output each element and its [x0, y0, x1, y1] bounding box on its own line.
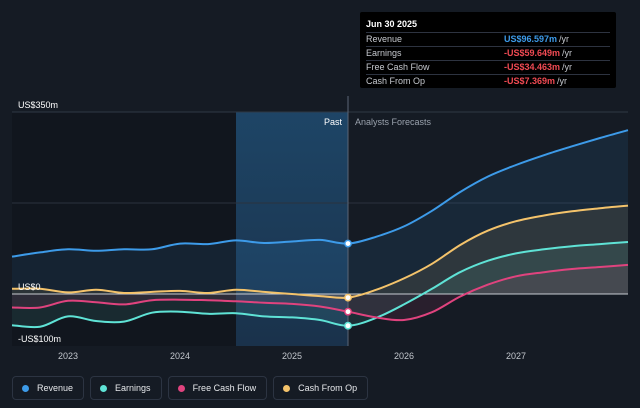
tooltip-row-free-cash-flow: Free Cash Flow -US$34.463m /yr [366, 60, 610, 74]
tooltip-date: Jun 30 2025 [366, 19, 418, 29]
tooltip-row-cash-from-op: Cash From Op -US$7.369m /yr [366, 74, 610, 88]
legend-item-free-cash-flow[interactable]: Free Cash Flow [167, 376, 268, 400]
past-label: Past [324, 117, 343, 127]
series-line-earnings [11, 241, 629, 329]
legend-item-earnings[interactable]: Earnings [90, 376, 162, 400]
legend-label: Cash From Op [298, 383, 358, 393]
series-line-cash-from-op [11, 204, 629, 299]
legend-item-revenue[interactable]: Revenue [12, 376, 85, 400]
marker-earnings [344, 321, 352, 330]
y-tick-label: US$350m [18, 100, 58, 110]
legend-label: Revenue [37, 383, 74, 393]
marker-free-cash-flow [344, 307, 352, 316]
tooltip-row-earnings: Earnings -US$59.649m /yr [366, 46, 610, 60]
series-line-free-cash-flow [11, 263, 629, 322]
tooltip-unit: /yr [562, 48, 573, 58]
tooltip-label: Revenue [366, 34, 403, 44]
series-area-earnings [12, 242, 628, 327]
tooltip: Jun 30 2025 Revenue US$96.597m /yr Earni… [360, 12, 616, 88]
tooltip-label: Cash From Op [366, 76, 426, 86]
x-tick-label: 2026 [394, 351, 414, 361]
series-area-cash-from-op [12, 205, 628, 298]
forecast-label: Analysts Forecasts [355, 117, 432, 127]
x-tick-label: 2024 [170, 351, 190, 361]
y-tick-label: US$0 [18, 282, 41, 292]
tooltip-row-revenue: Revenue US$96.597m /yr [366, 32, 610, 46]
y-tick-label: -US$100m [18, 334, 61, 344]
tooltip-value: -US$34.463m [504, 62, 561, 72]
tooltip-label: Free Cash Flow [366, 62, 430, 72]
legend-dot-icon [22, 384, 29, 392]
series-area-revenue [12, 130, 628, 294]
legend-label: Earnings [115, 383, 151, 393]
tooltip-unit: /yr [557, 76, 568, 86]
tooltip-value: -US$59.649m [504, 48, 561, 58]
tooltip-value: -US$7.369m [504, 76, 556, 86]
marker-cash-from-op [344, 293, 352, 302]
x-tick-label: 2023 [58, 351, 78, 361]
tooltip-label: Earnings [366, 48, 402, 58]
legend-label: Free Cash Flow [192, 383, 257, 393]
legend: Revenue Earnings Free Cash Flow Cash Fro… [12, 376, 369, 400]
tooltip-unit: /yr [559, 34, 570, 44]
highlight-band [236, 112, 348, 346]
x-tick-label: 2027 [506, 351, 526, 361]
tooltip-value: US$96.597m [504, 34, 558, 44]
legend-dot-icon [100, 384, 108, 392]
legend-dot-icon [177, 384, 185, 392]
legend-dot-icon [283, 384, 291, 392]
marker-revenue [344, 239, 352, 248]
x-tick-label: 2025 [282, 351, 302, 361]
tooltip-unit: /yr [562, 62, 573, 72]
legend-item-cash-from-op[interactable]: Cash From Op [273, 376, 369, 400]
series-line-revenue [11, 129, 629, 258]
